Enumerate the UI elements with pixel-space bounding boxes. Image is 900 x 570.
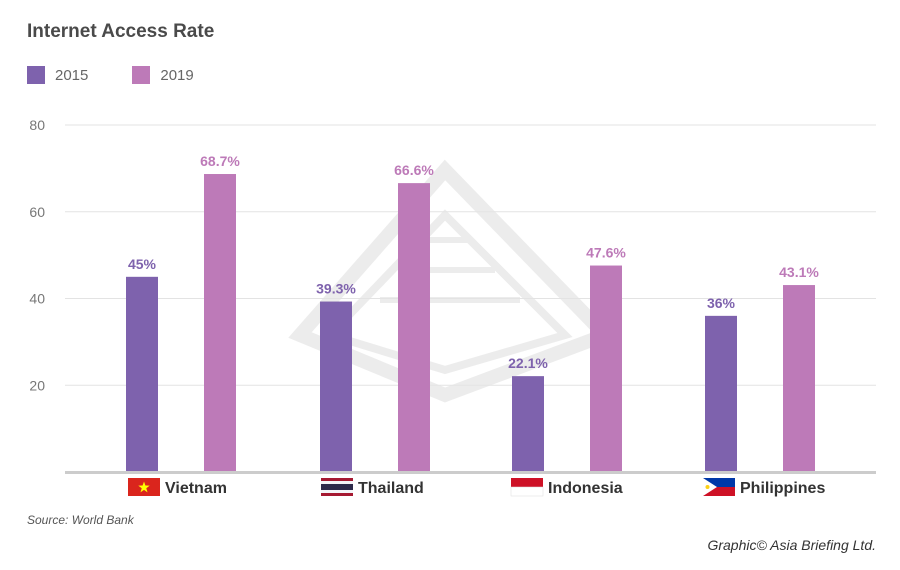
bar-thailand-2015 — [320, 301, 352, 472]
bars — [126, 174, 815, 473]
y-tick-label-80: 80 — [29, 117, 45, 133]
flag-stripe-2 — [321, 484, 353, 490]
flag-top — [703, 478, 735, 487]
x-axis-baseline — [65, 471, 876, 474]
x-tick-label-philippines: Philippines — [740, 480, 825, 497]
legend-item-2019: 2019 — [132, 66, 194, 84]
bar-thailand-2019 — [398, 183, 430, 472]
legend-swatch-2019 — [132, 66, 151, 84]
bar-vietnam-2019 — [204, 174, 236, 473]
x-tick-label-vietnam: Vietnam — [165, 480, 227, 497]
bar-value-labels: 45% 68.7% 39.3% 66.6% 22.1% 47.6% 36% 43.1% — [128, 153, 819, 371]
bar-indonesia-2015 — [512, 376, 544, 472]
bar-label-philippines-2015: 36% — [707, 295, 736, 311]
flag-stripe-1 — [321, 481, 353, 484]
y-tick-label-40: 40 — [29, 291, 45, 307]
legend-item-2015: 2015 — [27, 66, 88, 84]
y-tick-label-60: 60 — [29, 204, 45, 220]
flag-bottom — [510, 486, 544, 497]
x-tick-label-thailand: Thailand — [358, 480, 424, 497]
indonesia-flag-icon — [510, 478, 544, 497]
watermark-logo-icon — [288, 159, 618, 403]
philippines-flag-icon — [703, 478, 735, 496]
flag-stripe-3 — [321, 490, 353, 493]
vietnam-flag-icon — [128, 478, 160, 496]
y-axis: 20 40 60 80 — [29, 117, 45, 393]
bar-label-vietnam-2015: 45% — [128, 256, 157, 272]
flag-bottom — [703, 487, 735, 496]
bar-vietnam-2015 — [126, 276, 158, 472]
flag-top — [511, 478, 543, 487]
graphic-credit: Graphic© Asia Briefing Ltd. — [707, 537, 876, 553]
source-note: Source: World Bank — [27, 513, 134, 527]
flag-triangle — [703, 478, 717, 496]
bar-indonesia-2019 — [590, 265, 622, 472]
legend-label-2015: 2015 — [55, 66, 89, 84]
bar-philippines-2015 — [705, 315, 737, 472]
bar-label-indonesia-2015: 22.1% — [508, 355, 548, 371]
bar-label-philippines-2019: 43.1% — [779, 264, 819, 280]
y-tick-label-20: 20 — [29, 377, 45, 393]
chart-title: Internet Access Rate — [27, 21, 215, 42]
flag-stripe-0 — [321, 478, 353, 481]
bar-philippines-2019 — [783, 285, 815, 472]
grid-lines — [65, 124, 876, 386]
bar-label-thailand-2015: 39.3% — [316, 281, 356, 297]
legend: 2015 2019 — [27, 66, 238, 84]
flag-stripe-4 — [321, 493, 353, 496]
flag-sun — [705, 485, 710, 489]
bar-label-thailand-2019: 66.6% — [394, 162, 434, 178]
bar-label-indonesia-2019: 47.6% — [586, 245, 626, 261]
x-tick-label-indonesia: Indonesia — [548, 480, 623, 497]
x-axis: Vietnam Thailand Indonesia Philippines — [65, 471, 876, 497]
legend-label-2019: 2019 — [160, 66, 194, 84]
thailand-flag-icon — [321, 478, 353, 496]
bar-label-vietnam-2019: 68.7% — [200, 153, 240, 169]
flag-star — [138, 481, 150, 493]
legend-swatch-2015 — [27, 66, 45, 84]
